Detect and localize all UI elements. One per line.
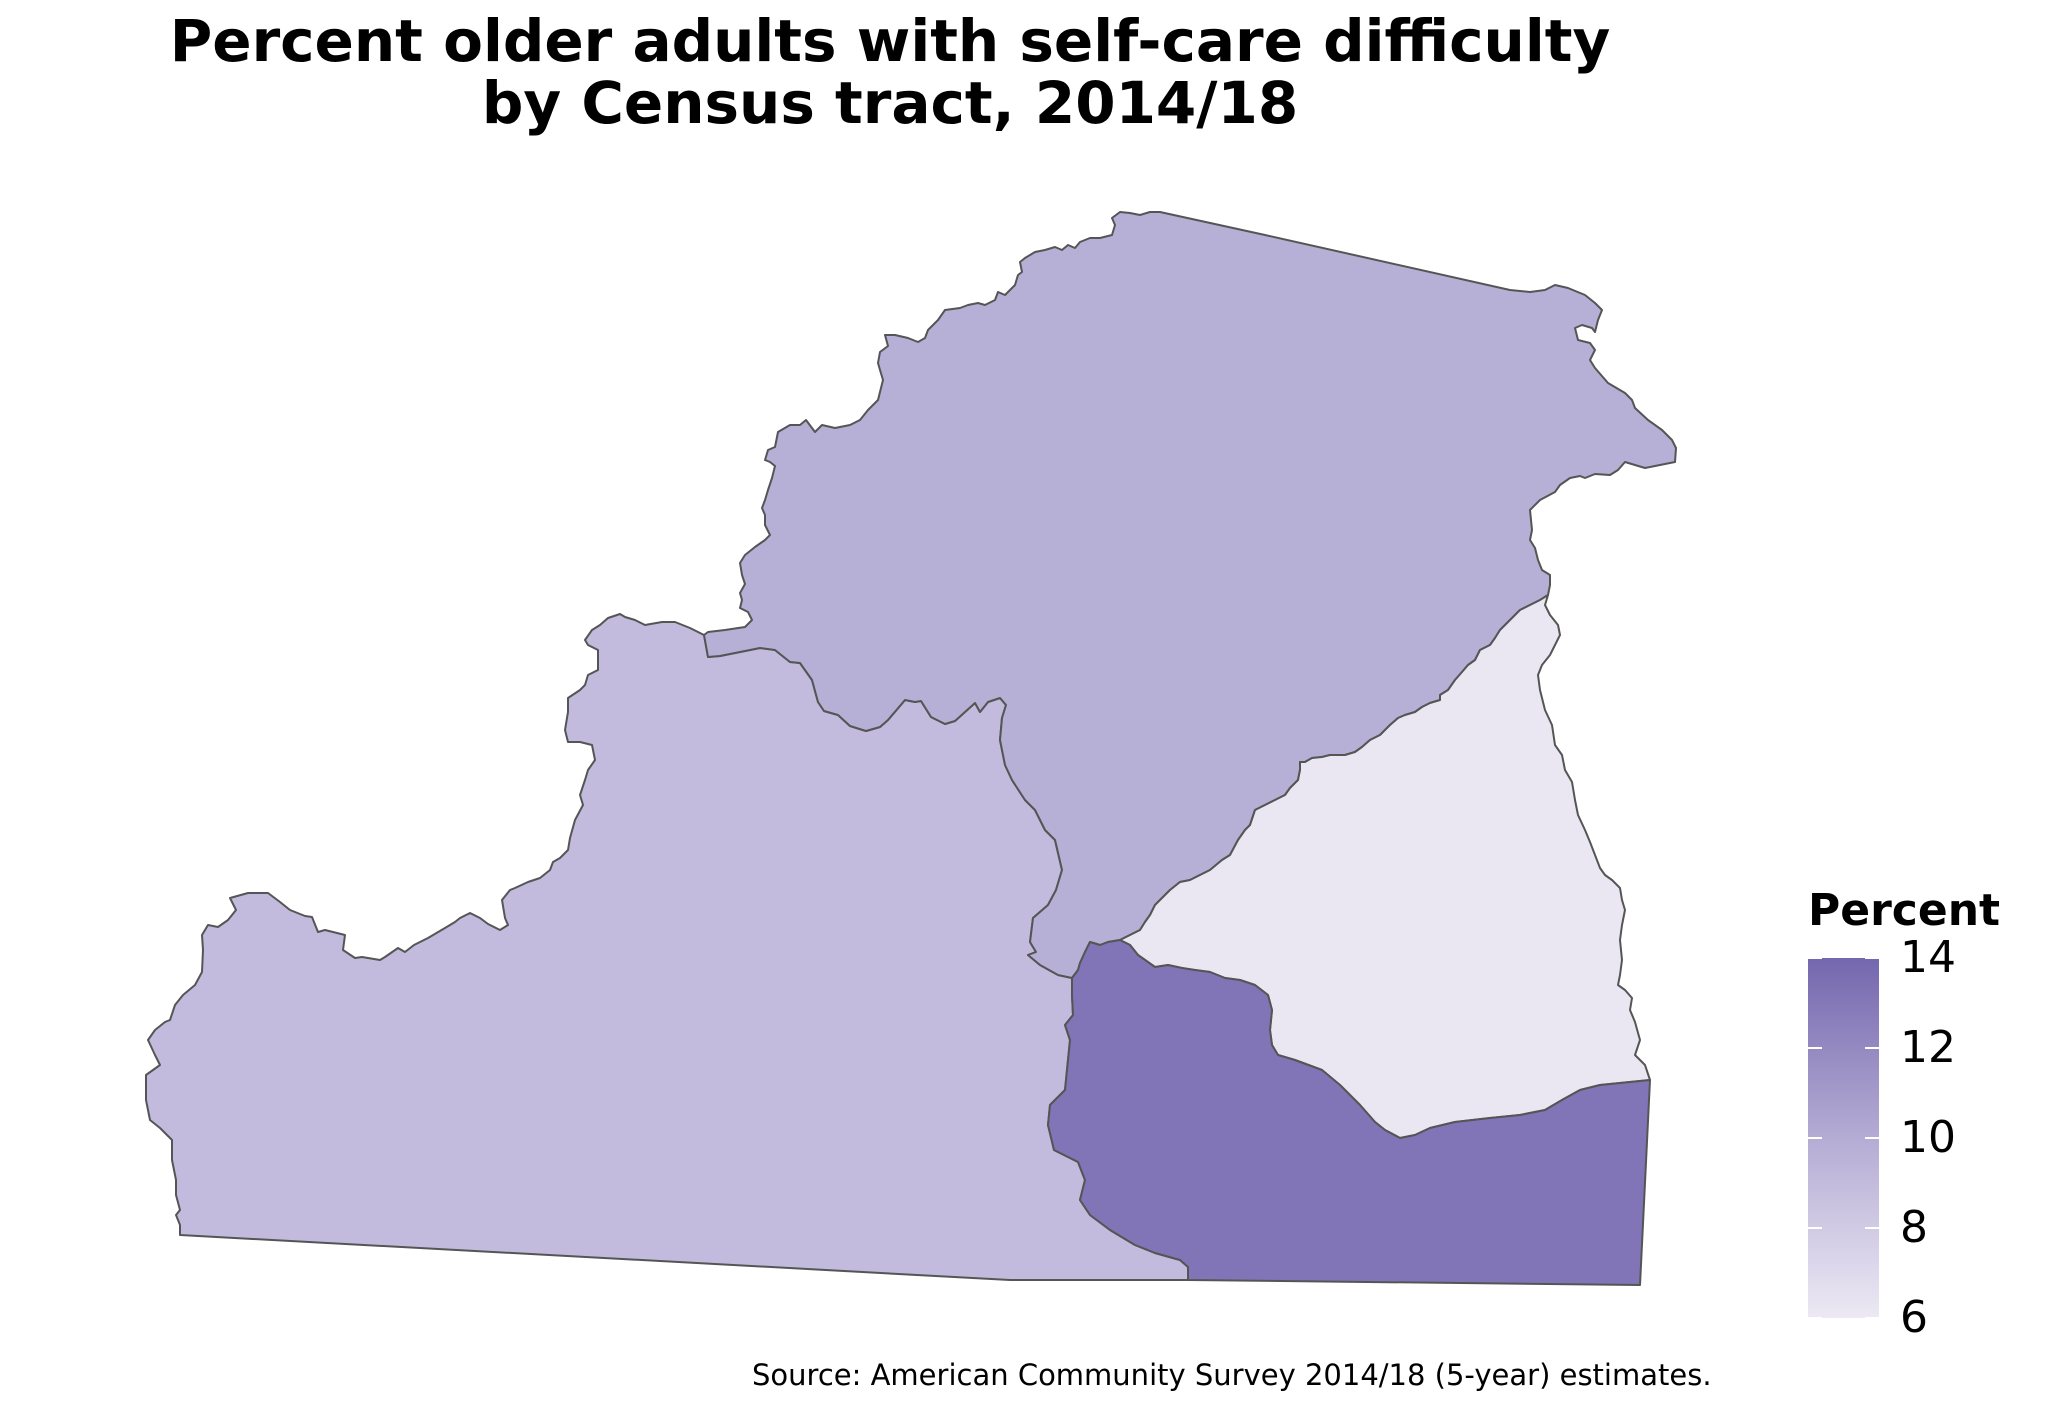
legend-tick-label: 14 <box>1900 932 1956 983</box>
source-caption: Source: American Community Survey 2014/1… <box>752 1358 1712 1392</box>
tract-north[interactable] <box>703 211 1677 979</box>
legend-title: Percent <box>1808 885 2001 936</box>
map-title: Percent older adults with self-care diff… <box>0 10 1780 134</box>
legend-tick-label: 12 <box>1900 1022 1956 1073</box>
tract-south[interactable] <box>1047 939 1651 1286</box>
legend-tick-label: 8 <box>1900 1202 1928 1253</box>
map-title-line-1: Percent older adults with self-care diff… <box>169 7 1611 75</box>
legend-tick-label: 10 <box>1900 1112 1956 1163</box>
map-title-line-2: by Census tract, 2014/18 <box>481 69 1299 137</box>
legend-tick-label: 6 <box>1900 1292 1928 1343</box>
